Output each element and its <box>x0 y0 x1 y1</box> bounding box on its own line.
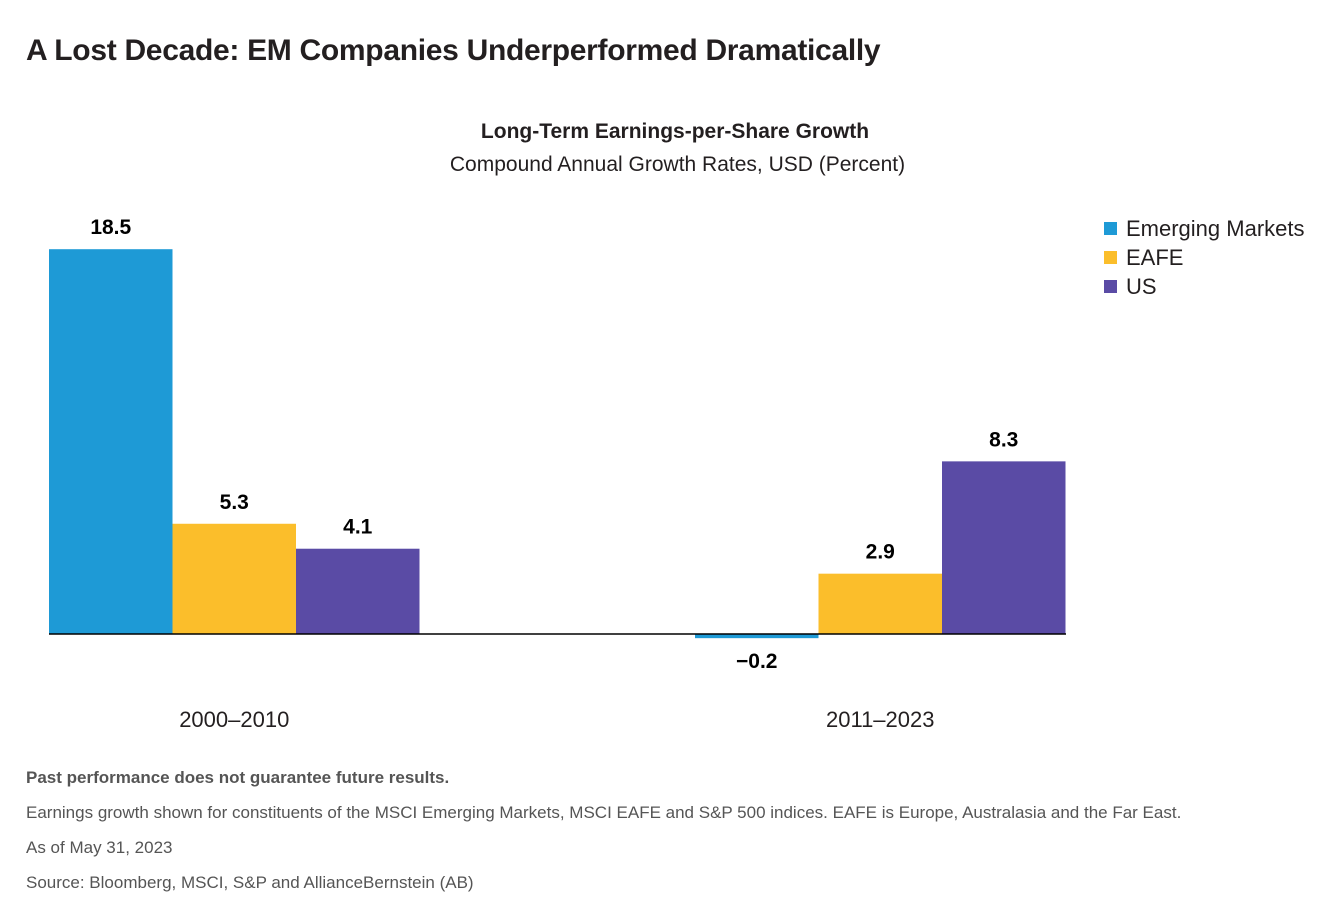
bar-eafe-1 <box>172 523 296 634</box>
as-of-note: As of May 31, 2023 <box>26 838 173 857</box>
legend-label-emerging-markets: Emerging Markets <box>1126 215 1305 241</box>
category-label-2: 2011–2023 <box>826 707 935 732</box>
bar-us-2 <box>942 461 1066 634</box>
source-note: Source: Bloomberg, MSCI, S&P and Allianc… <box>26 873 474 892</box>
disclaimer-note: Past performance does not guarantee futu… <box>26 768 450 787</box>
chart-legend: Emerging Markets EAFE US <box>1104 214 1305 301</box>
legend-swatch-emerging-markets <box>1104 222 1117 235</box>
legend-item-us: US <box>1104 272 1305 301</box>
bar-emerging-markets-2 <box>695 634 819 639</box>
legend-item-emerging-markets: Emerging Markets <box>1104 214 1305 243</box>
bar-eafe-2 <box>818 573 942 634</box>
chart-title: Long-Term Earnings-per-Share Growth <box>480 120 870 143</box>
legend-label-us: US <box>1126 273 1157 299</box>
footnotes: Past performance does not guarantee futu… <box>26 768 1181 897</box>
data-label-us-1: 4.1 <box>343 516 373 539</box>
legend-label-eafe: EAFE <box>1126 244 1184 270</box>
legend-swatch-us <box>1104 280 1117 293</box>
legend-item-eafe: EAFE <box>1104 243 1305 272</box>
bar-emerging-markets-1 <box>49 249 173 634</box>
chart-subtitle: Compound Annual Growth Rates, USD (Perce… <box>449 153 906 176</box>
data-label-emerging-markets-1: 18.5 <box>90 216 131 239</box>
headline: A Lost Decade: EM Companies Underperform… <box>26 34 881 67</box>
data-label-us-2: 8.3 <box>989 428 1018 451</box>
category-label-1: 2000–2010 <box>179 707 289 732</box>
data-label-emerging-markets-2: −0.2 <box>736 650 777 673</box>
data-label-eafe-1: 5.3 <box>220 491 249 514</box>
data-label-eafe-2: 2.9 <box>866 541 895 564</box>
description-note: Earnings growth shown for constituents o… <box>26 803 1182 822</box>
bar-us-1 <box>296 548 420 634</box>
legend-swatch-eafe <box>1104 251 1117 264</box>
